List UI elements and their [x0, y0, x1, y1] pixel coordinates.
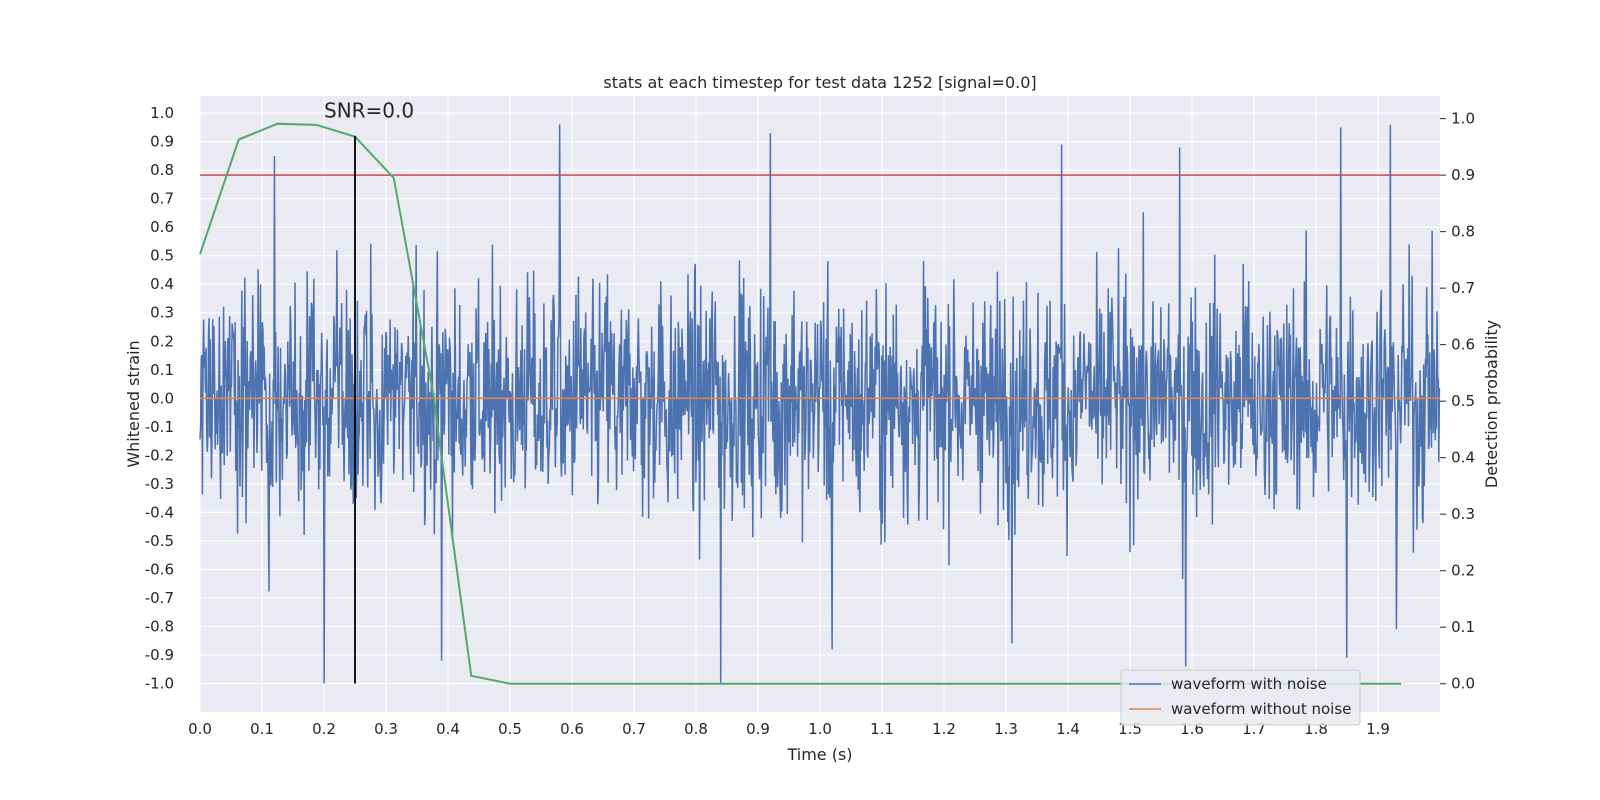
y2-tick-label: 0.1 — [1451, 618, 1475, 636]
y-tick-label: -0.1 — [145, 418, 174, 436]
y2-tick-label: 0.5 — [1451, 392, 1475, 410]
y-tick-label: -0.9 — [145, 646, 174, 664]
snr-annotation: SNR=0.0 — [324, 98, 414, 122]
series-waveform-with-noise — [199, 124, 1441, 684]
y-tick-label: 1.0 — [150, 104, 174, 122]
y-tick-label: -0.6 — [145, 560, 174, 578]
x-tick-label: 0.9 — [746, 720, 770, 738]
y-tick-label: 0.0 — [150, 389, 174, 407]
y2-tick-label: 0.3 — [1451, 505, 1475, 523]
y-tick-label: -0.2 — [145, 446, 174, 464]
x-tick-label: 1.1 — [870, 720, 894, 738]
y2-tick-label: 0.9 — [1451, 166, 1475, 184]
y2-tick-label: 1.0 — [1451, 110, 1475, 128]
y-tick-label: 0.8 — [150, 161, 174, 179]
data-layer — [199, 122, 1441, 685]
x-tick-label: 0.2 — [312, 720, 336, 738]
x-tick-label: 0.4 — [436, 720, 460, 738]
y-tick-label: 0.6 — [150, 218, 174, 236]
legend: waveform with noise waveform without noi… — [1120, 669, 1361, 726]
legend-label-with-noise: waveform with noise — [1171, 675, 1327, 693]
x-tick-label: 1.3 — [994, 720, 1018, 738]
y-tick-label: 0.4 — [150, 275, 174, 293]
y2-tick-label: 0.2 — [1451, 562, 1475, 580]
x-tick-label: 0.6 — [560, 720, 584, 738]
y2-tick-label: 0.6 — [1451, 336, 1475, 354]
y2-tick-label: 0.7 — [1451, 279, 1475, 297]
y-tick-label: -0.5 — [145, 532, 174, 550]
y2-axis-label: Detection probability — [1482, 320, 1501, 488]
x-tick-label: 0.0 — [188, 720, 212, 738]
y2-tick-label: 0.8 — [1451, 223, 1475, 241]
x-tick-label: 0.8 — [684, 720, 708, 738]
y-tick-label: -1.0 — [145, 674, 174, 692]
series-detection-probability — [199, 122, 1402, 685]
y2-tick-label: 0.0 — [1451, 675, 1475, 693]
x-axis-label: Time (s) — [786, 745, 852, 764]
y-tick-label: -0.3 — [145, 475, 174, 493]
x-tick-label: 1.0 — [808, 720, 832, 738]
y-tick-label: 0.7 — [150, 190, 174, 208]
x-tick-label: 0.7 — [622, 720, 646, 738]
x-tick-label: 1.2 — [932, 720, 956, 738]
y-tick-label: 0.2 — [150, 332, 174, 350]
x-tick-label: 1.9 — [1366, 720, 1390, 738]
x-tick-label: 1.4 — [1056, 720, 1080, 738]
y-axis-label: Whitened strain — [124, 340, 143, 467]
y2-tick-label: 0.4 — [1451, 449, 1475, 467]
x-tick-label: 0.5 — [498, 720, 522, 738]
y-tick-label: 0.3 — [150, 304, 174, 322]
y-tick-label: -0.8 — [145, 617, 174, 635]
x-tick-label: 0.1 — [250, 720, 274, 738]
y-tick-label: 0.9 — [150, 133, 174, 151]
y-tick-label: -0.7 — [145, 589, 174, 607]
y-tick-label: 0.5 — [150, 247, 174, 265]
y-tick-label: 0.1 — [150, 361, 174, 379]
x-tick-label: 0.3 — [374, 720, 398, 738]
legend-box — [1120, 669, 1361, 726]
y-tick-label: -0.4 — [145, 503, 174, 521]
chart-title: stats at each timestep for test data 125… — [603, 73, 1036, 92]
legend-label-without-noise: waveform without noise — [1171, 700, 1351, 718]
